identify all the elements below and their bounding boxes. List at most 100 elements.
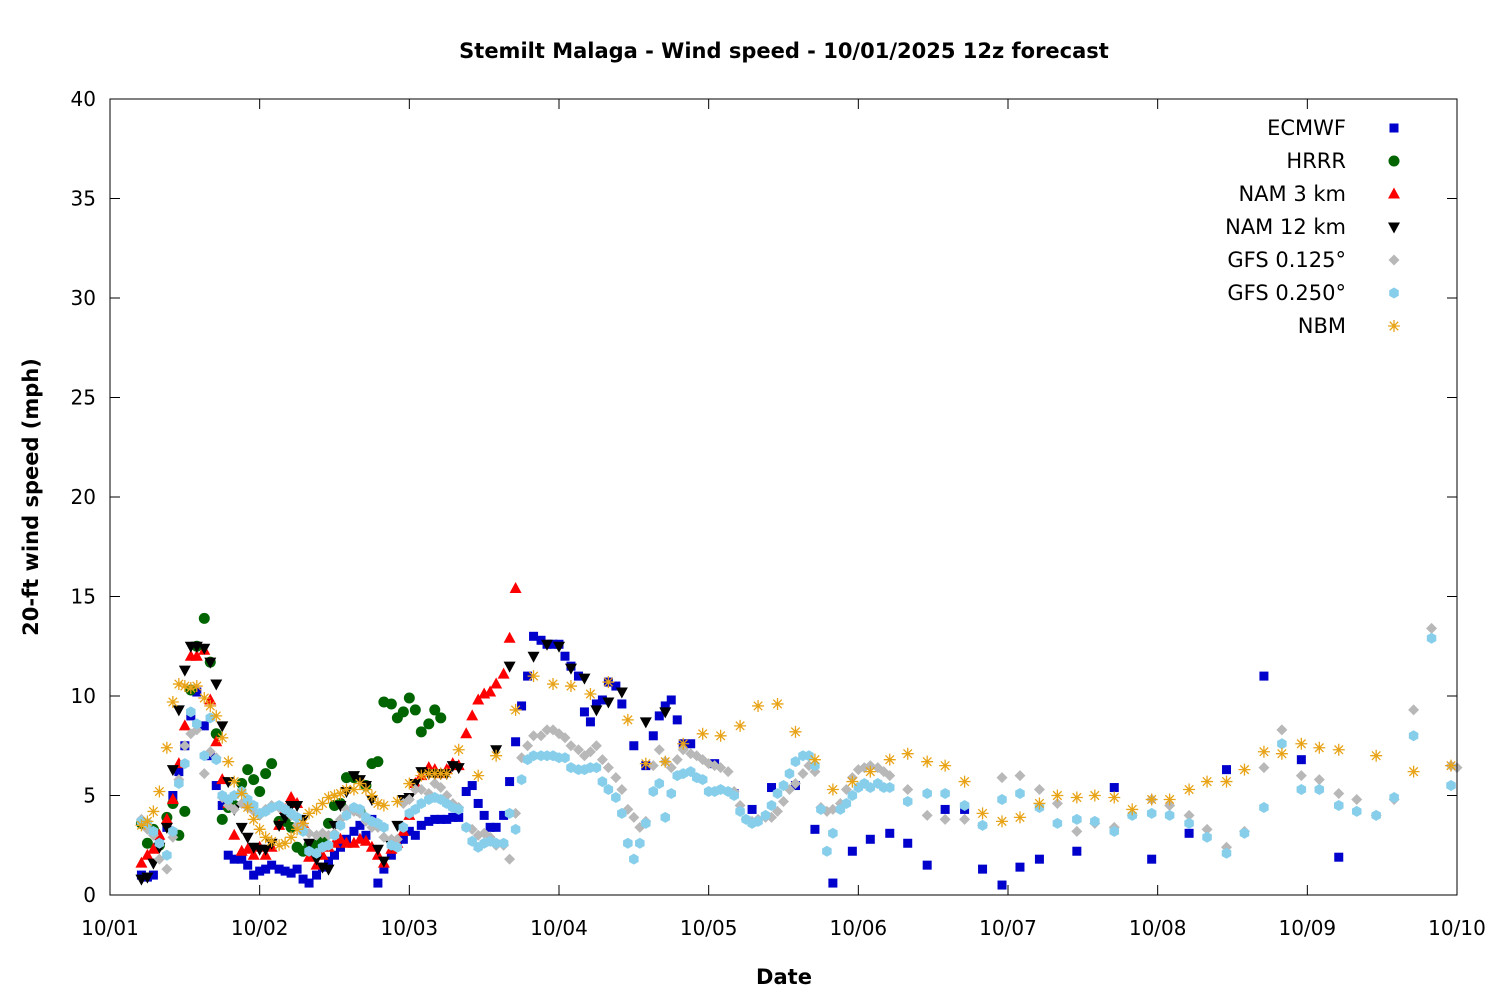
data-point <box>504 807 515 819</box>
x-axis-label: Date <box>756 965 812 989</box>
data-point <box>1239 827 1250 839</box>
data-point <box>578 673 591 685</box>
data-point <box>528 730 540 742</box>
data-point <box>996 772 1008 784</box>
legend-item-nam-3-km: NAM 3 km <box>1238 182 1400 206</box>
data-point <box>628 811 640 823</box>
data-point <box>714 729 727 742</box>
data-point <box>590 705 603 717</box>
x-tick-label: 10/04 <box>530 916 588 940</box>
data-point <box>885 828 895 838</box>
data-point <box>922 860 932 870</box>
data-point <box>847 846 857 856</box>
data-point <box>241 842 254 854</box>
data-point <box>1202 831 1212 843</box>
data-point <box>847 790 858 801</box>
data-point <box>1407 765 1420 778</box>
data-point <box>1259 801 1269 813</box>
data-point <box>1184 817 1194 829</box>
data-point <box>310 854 323 866</box>
y-tick-label: 20 <box>71 485 96 509</box>
data-point <box>198 612 210 624</box>
data-point <box>1238 763 1251 776</box>
legend-item-nam-12-km: NAM 12 km <box>1225 215 1400 239</box>
data-point <box>153 785 166 798</box>
data-point <box>377 856 390 868</box>
data-point <box>1295 770 1307 782</box>
x-tick-label: 10/03 <box>381 916 439 940</box>
data-point <box>312 870 322 880</box>
data-point <box>939 813 951 825</box>
data-point <box>398 821 409 833</box>
data-point <box>261 864 271 874</box>
data-point <box>298 825 308 837</box>
data-point <box>573 671 583 681</box>
data-point <box>660 811 671 823</box>
data-point <box>816 803 826 815</box>
data-point <box>1296 755 1306 765</box>
data-point <box>666 695 676 705</box>
data-point <box>323 839 334 851</box>
legend-marker <box>1389 123 1399 133</box>
data-point <box>440 767 453 780</box>
y-tick-label: 10 <box>71 684 96 708</box>
data-point <box>1426 632 1437 644</box>
data-point <box>229 854 239 864</box>
data-point <box>1351 793 1363 805</box>
data-point <box>828 878 838 888</box>
data-point <box>666 788 677 800</box>
data-point <box>790 756 801 768</box>
data-point <box>677 737 690 750</box>
data-point <box>902 784 914 796</box>
data-point <box>865 834 875 844</box>
data-point <box>341 809 352 821</box>
data-point <box>865 782 876 794</box>
data-point <box>566 762 576 774</box>
data-point <box>722 766 734 778</box>
data-point <box>715 784 726 796</box>
data-point <box>671 754 683 766</box>
legend: ECMWF HRRR NAM 3 km NAM 12 km GFS 0.125° GFS … <box>1225 116 1400 338</box>
data-point <box>235 822 248 834</box>
data-point <box>161 863 173 875</box>
legend-label: GFS 0.250° <box>1227 281 1346 305</box>
data-point <box>242 764 254 776</box>
legend-label: NBM <box>1298 314 1346 338</box>
x-tick-label: 10/08 <box>1129 916 1187 940</box>
data-point <box>527 651 540 663</box>
data-point <box>1296 784 1307 796</box>
data-point <box>597 776 608 788</box>
data-point <box>1146 807 1157 819</box>
x-tick-label: 10/02 <box>231 916 289 940</box>
data-point <box>217 800 227 810</box>
data-point <box>178 680 191 693</box>
data-point <box>1257 745 1270 758</box>
data-point <box>752 699 765 712</box>
data-point <box>334 787 347 800</box>
data-point <box>204 699 217 712</box>
data-point <box>249 870 259 880</box>
data-point <box>610 772 622 784</box>
data-point <box>715 762 727 774</box>
data-point <box>1314 784 1325 796</box>
data-point <box>810 824 820 834</box>
data-point <box>179 805 191 817</box>
data-point <box>379 864 389 874</box>
data-point <box>415 726 427 738</box>
data-point <box>584 746 596 758</box>
data-point <box>522 740 534 752</box>
legend-item-nbm: NBM <box>1298 314 1400 338</box>
data-point <box>198 691 211 704</box>
data-point <box>1013 811 1026 824</box>
data-point <box>415 769 428 782</box>
data-point <box>1221 847 1232 859</box>
data-point <box>940 788 950 800</box>
data-point <box>424 816 434 826</box>
data-point <box>978 864 988 874</box>
data-point <box>529 631 539 641</box>
data-point <box>160 812 173 824</box>
y-tick-label: 30 <box>71 286 96 310</box>
data-point <box>591 699 601 709</box>
data-point <box>766 799 777 811</box>
